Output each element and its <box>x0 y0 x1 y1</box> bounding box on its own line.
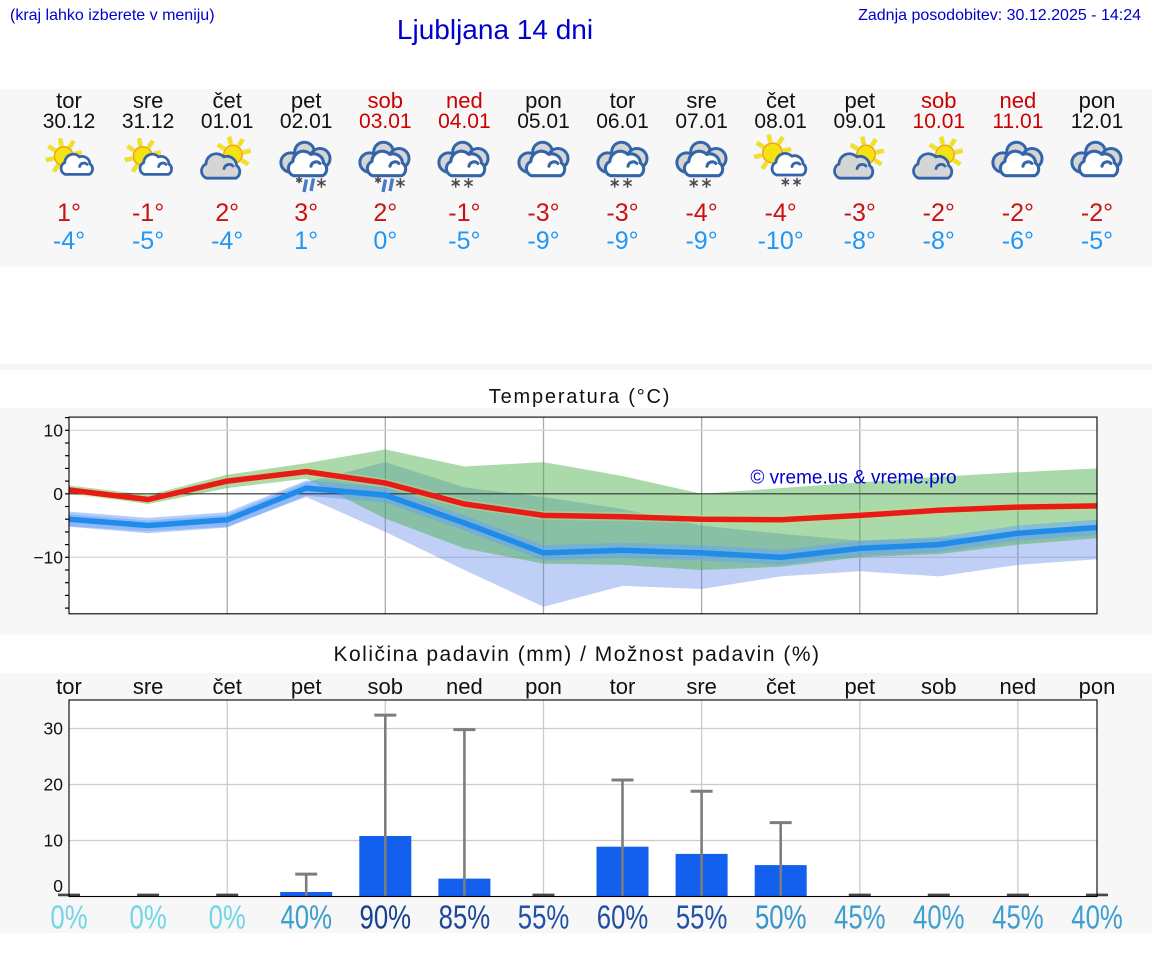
svg-text:sre: sre <box>133 674 164 699</box>
svg-text:pet: pet <box>291 674 322 699</box>
svg-text:ned: ned <box>446 674 483 699</box>
svg-text:ned: ned <box>1000 674 1037 699</box>
svg-text:40%: 40% <box>913 900 964 937</box>
svg-text:pet: pet <box>845 674 876 699</box>
svg-text:tor: tor <box>56 674 82 699</box>
svg-text:sre: sre <box>686 674 717 699</box>
svg-text:20: 20 <box>44 775 64 795</box>
svg-text:40%: 40% <box>1071 900 1122 937</box>
svg-text:55%: 55% <box>676 900 727 937</box>
svg-text:30: 30 <box>44 719 64 739</box>
svg-text:0%: 0% <box>50 900 87 937</box>
svg-text:čet: čet <box>766 674 795 699</box>
svg-text:čet: čet <box>213 674 242 699</box>
svg-text:90%: 90% <box>360 900 411 937</box>
svg-text:© vreme.us & vreme.pro: © vreme.us & vreme.pro <box>750 468 956 489</box>
svg-text:55%: 55% <box>518 900 569 937</box>
svg-text:50%: 50% <box>755 900 806 937</box>
svg-text:0: 0 <box>53 484 63 504</box>
svg-text:85%: 85% <box>439 900 490 937</box>
svg-text:10: 10 <box>44 421 64 441</box>
svg-text:0%: 0% <box>130 900 167 937</box>
svg-text:60%: 60% <box>597 900 648 937</box>
svg-text:sob: sob <box>921 674 956 699</box>
svg-text:0%: 0% <box>209 900 246 937</box>
svg-text:10: 10 <box>44 831 64 851</box>
svg-text:sob: sob <box>368 674 403 699</box>
svg-text:tor: tor <box>610 674 636 699</box>
svg-text:−10: −10 <box>33 548 63 568</box>
svg-text:40%: 40% <box>280 900 331 937</box>
svg-text:45%: 45% <box>992 900 1043 937</box>
svg-text:pon: pon <box>525 674 562 699</box>
svg-text:0: 0 <box>53 876 63 896</box>
svg-text:pon: pon <box>1079 674 1116 699</box>
svg-text:45%: 45% <box>834 900 885 937</box>
